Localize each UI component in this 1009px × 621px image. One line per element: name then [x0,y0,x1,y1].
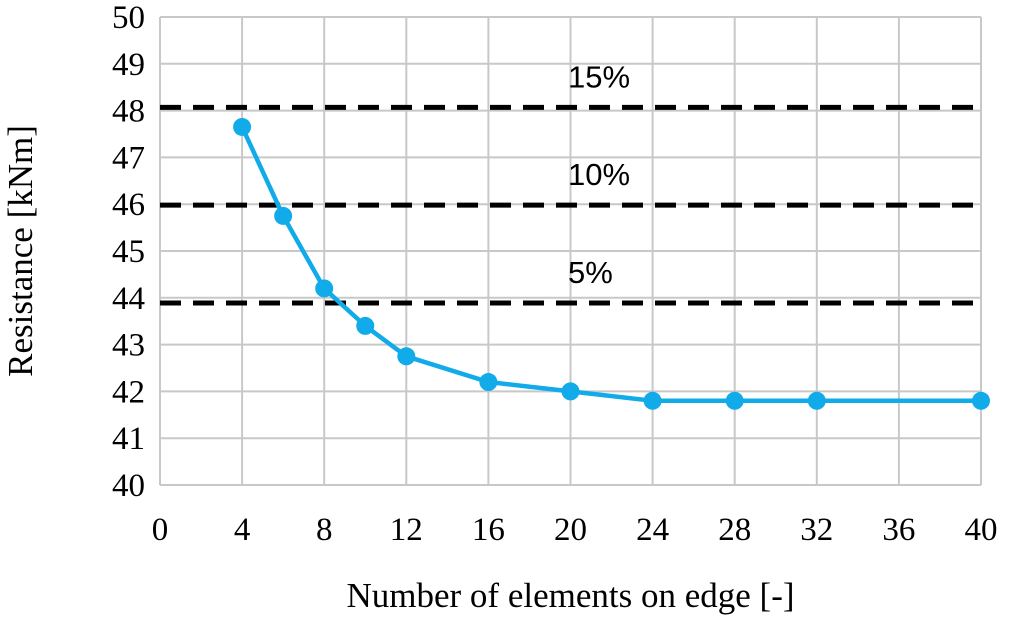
y-tick-label: 42 [112,374,145,410]
data-point [725,391,744,410]
data-point [479,373,498,392]
reference-label: 10% [568,157,630,192]
x-tick-label: 28 [718,512,751,548]
y-tick-label: 40 [112,468,145,504]
data-point [315,279,334,298]
data-point [233,117,252,136]
data-point [972,391,990,410]
y-tick-label: 47 [112,140,145,176]
y-tick-label: 49 [112,47,145,83]
y-tick-label: 46 [112,187,145,223]
data-point [561,382,580,401]
y-tick-label: 43 [112,328,145,364]
reference-label: 15% [568,59,630,94]
tick-labels: 0 4 8 12 16 20 24 28 32 36 40404142434445464748495… [112,0,998,548]
data-point [274,206,293,225]
data-point [397,347,416,366]
x-tick-label: 8 [316,512,333,548]
data-point [643,391,662,410]
reference-lines: 15% 10% 5% [160,59,981,306]
y-tick-label: 41 [112,421,145,457]
x-tick-label: 20 [554,512,587,548]
x-tick-label: 32 [800,512,833,548]
data-point [356,316,375,335]
y-axis-title: Resistance [kNm] [1,125,40,377]
y-tick-label: 50 [112,0,145,36]
x-tick-label: 16 [472,512,505,548]
y-tick-label: 48 [112,94,145,130]
x-tick-label: 12 [390,512,423,548]
series [233,117,990,410]
x-tick-label: 36 [882,512,915,548]
x-tick-label: 0 [152,512,169,548]
x-axis-title: Number of elements on edge [-] [346,576,794,615]
x-tick-label: 40 [965,512,998,548]
reference-label: 5% [568,255,613,290]
data-point [807,391,826,410]
x-tick-label: 4 [234,512,251,548]
y-tick-label: 45 [112,234,145,270]
x-tick-label: 24 [636,512,669,548]
y-tick-label: 44 [112,281,145,317]
